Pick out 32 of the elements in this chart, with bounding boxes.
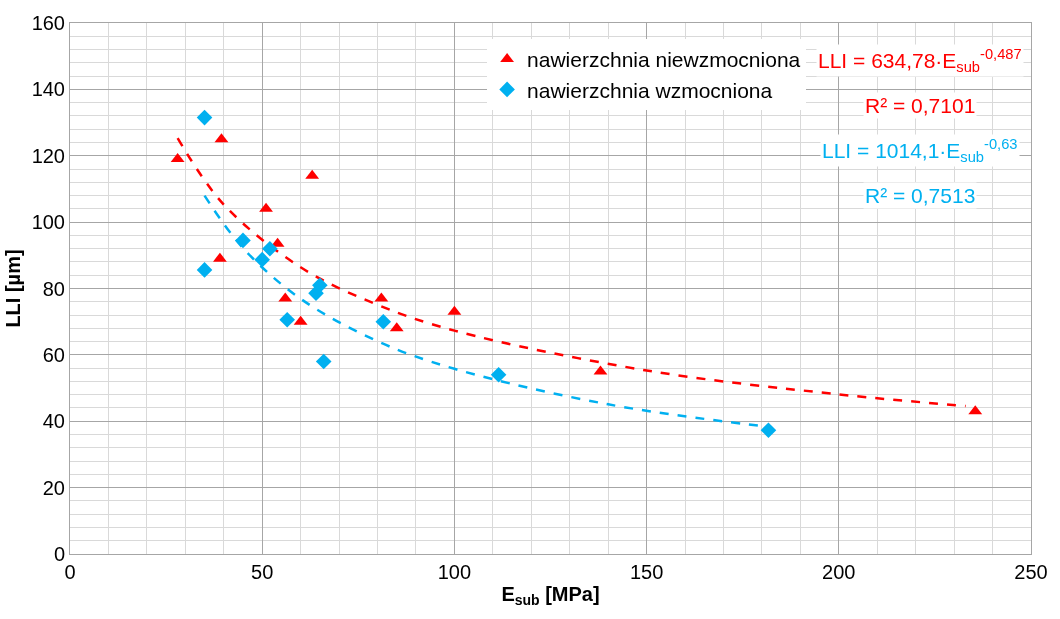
- point: [254, 251, 270, 268]
- x-tick-label: 200: [822, 561, 856, 583]
- point: [375, 313, 392, 330]
- y-tick-label: 140: [31, 78, 65, 101]
- y-tick-label: 40: [42, 410, 65, 433]
- x-tick-label: 50: [251, 561, 274, 583]
- y-tick-label: 160: [31, 12, 65, 34]
- y-tick-label: 120: [31, 144, 65, 167]
- legend-label: nawierzchnia niewzmocniona: [527, 48, 801, 72]
- point: [312, 277, 328, 293]
- y-axis-title: LLI [µm]: [2, 249, 24, 328]
- y-tick-label: 20: [42, 476, 65, 499]
- y-tick-label: 80: [42, 277, 65, 300]
- point: [279, 311, 295, 328]
- point: [196, 262, 213, 278]
- x-tick-label: 250: [1014, 561, 1048, 583]
- annotation: R² = 0,7101: [865, 94, 976, 117]
- x-tick-label: 100: [437, 561, 472, 583]
- legend-label: nawierzchnia wzmocniona: [527, 78, 773, 102]
- point: [259, 202, 273, 212]
- y-tick-label: 100: [31, 211, 65, 234]
- y-tick-label: 60: [42, 343, 65, 366]
- point: [315, 353, 332, 370]
- point: [490, 366, 507, 383]
- annotation: R² = 0,7513: [865, 184, 976, 207]
- point: [760, 422, 777, 439]
- x-tick-label: 150: [629, 561, 664, 583]
- point: [262, 240, 278, 257]
- y-tick-label: 0: [53, 543, 65, 565]
- x-axis-title: E$_{sub}$ [MPa]: [501, 582, 600, 608]
- point: [196, 109, 213, 126]
- point: [235, 232, 251, 249]
